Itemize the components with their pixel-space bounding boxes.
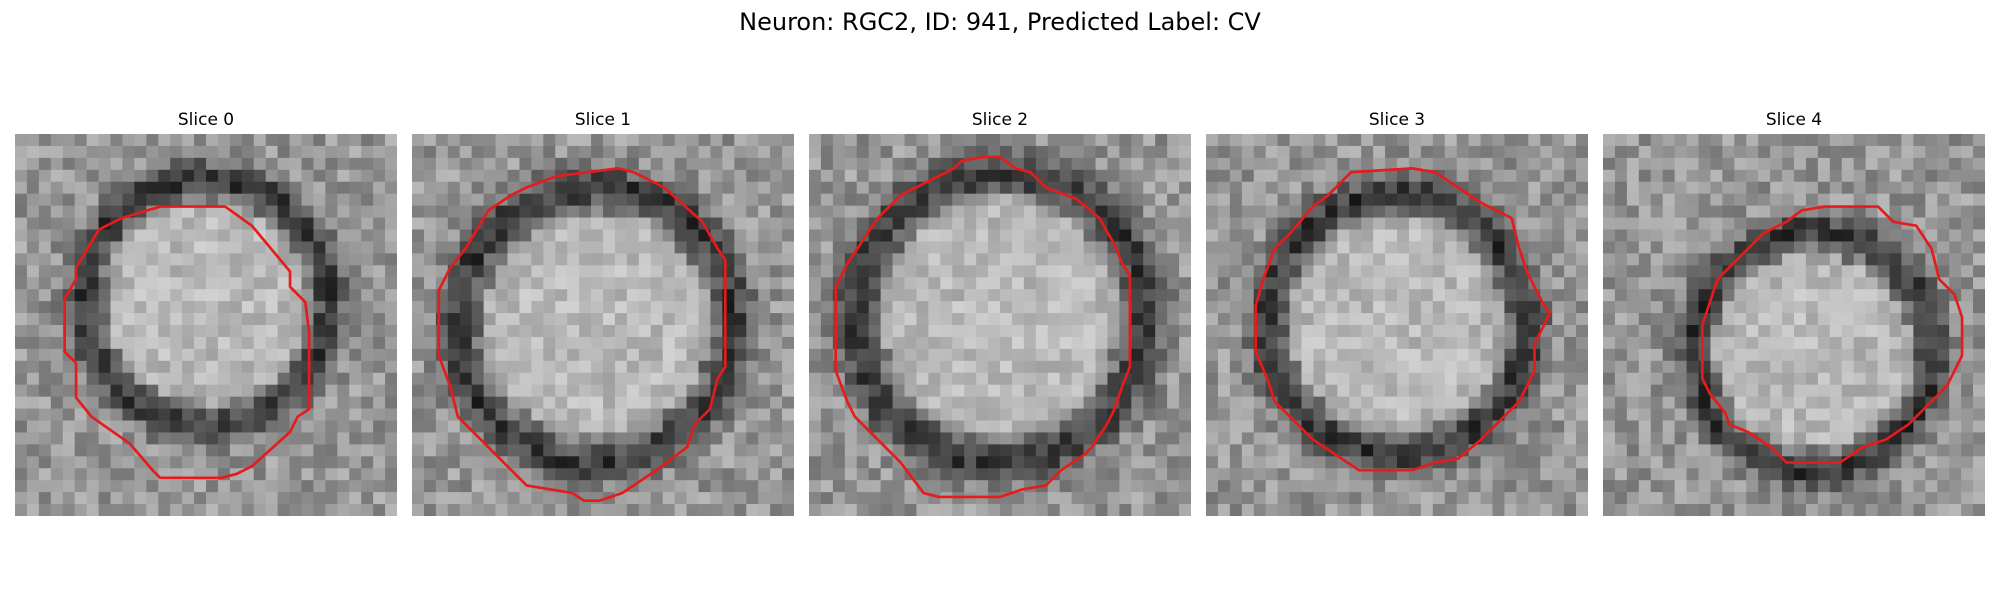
- slice-image-2: [809, 134, 1191, 516]
- slice-panel-2: Slice 2: [809, 110, 1191, 520]
- grayscale-pixels: [15, 134, 397, 516]
- red-segmentation-outline: [834, 155, 1132, 499]
- slice-image-0: [15, 134, 397, 516]
- slice-image-1: [412, 134, 794, 516]
- grayscale-pixels: [1206, 134, 1588, 516]
- slice-title-3: Slice 3: [1368, 110, 1426, 130]
- slice-title-0: Slice 0: [177, 110, 235, 130]
- slice-image-4: [1603, 134, 1985, 516]
- red-segmentation-outline: [437, 167, 727, 503]
- slice-title-2: Slice 2: [971, 110, 1029, 130]
- slice-image-3: [1206, 134, 1588, 516]
- slice-title-4: Slice 4: [1765, 110, 1823, 130]
- grayscale-pixels: [1603, 134, 1985, 516]
- slice-panel-0: Slice 0: [15, 110, 397, 520]
- figure-title: Neuron: RGC2, ID: 941, Predicted Label: …: [739, 8, 1261, 36]
- grayscale-pixels: [809, 134, 1191, 516]
- slice-panel-1: Slice 1: [412, 110, 794, 520]
- red-segmentation-outline: [1700, 205, 1964, 464]
- slice-title-1: Slice 1: [574, 110, 632, 130]
- slice-panel-3: Slice 3: [1206, 110, 1588, 520]
- red-segmentation-outline: [63, 205, 311, 480]
- red-segmentation-outline: [1254, 167, 1552, 472]
- slice-panel-4: Slice 4: [1603, 110, 1985, 520]
- grayscale-pixels: [412, 134, 794, 516]
